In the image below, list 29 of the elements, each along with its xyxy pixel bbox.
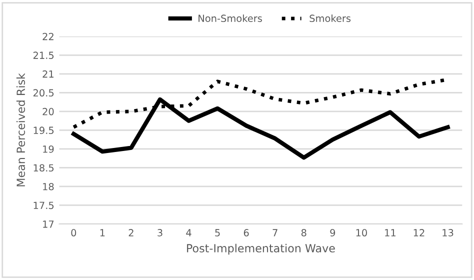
x-tick-label: 12 [414,229,424,236]
x-tick-label: 3 [158,229,162,236]
x-tick-label: 8 [301,229,306,236]
x-tick-label: 13 [442,229,454,236]
legend-label: Non-Smokers [198,14,262,22]
x-tick-label: 0 [71,229,76,236]
x-tick-label: 5 [215,229,220,236]
y-tick-label: 21.5 [33,52,54,59]
y-tick-label: 20 [42,108,54,116]
x-axis-title: Post-Implementation Wave [187,244,335,255]
x-tick-label: 9 [330,229,336,236]
y-tick-label: 18.5 [34,164,54,172]
y-tick-label: 20.5 [33,89,54,97]
y-tick-label: 17.5 [34,202,54,210]
x-tick-label: 6 [244,229,249,236]
y-tick-label: 17 [43,220,54,228]
x-tick-label: 10 [356,229,367,236]
x-tick-label: 4 [186,229,192,236]
y-tick-label: 22 [42,32,54,40]
y-tick-label: 19.5 [34,126,54,134]
y-tick-label: 19 [43,145,54,153]
y-tick-label: 21 [42,70,54,78]
y-axis-title: Mean Perceived Risk [16,73,26,186]
x-tick-label: 1 [100,229,105,236]
legend-label: Smokers [310,14,351,22]
x-tick-label: 7 [272,229,278,236]
x-tick-label: 2 [128,229,134,236]
y-tick-label: 18 [43,182,54,190]
x-tick-label: 11 [385,229,396,236]
